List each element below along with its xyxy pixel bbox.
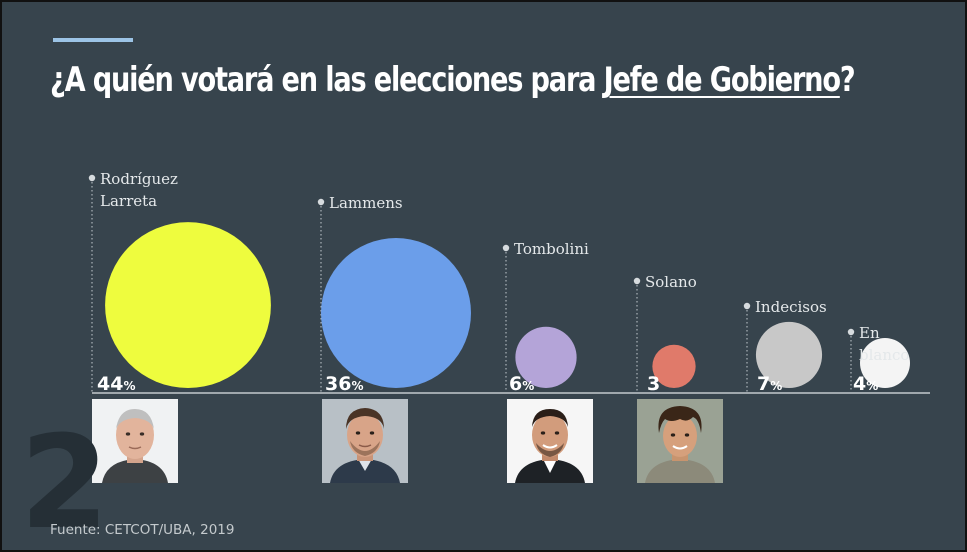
bubble-rodrguez-larreta [105, 222, 271, 388]
page-number: 2 [20, 409, 109, 550]
category-label-solano: Solano [645, 273, 697, 291]
accent-bar [53, 38, 133, 42]
title-highlight: Jefe de Gobierno [603, 60, 841, 100]
bubble-tombolini [515, 326, 577, 388]
marker-dot-en-blanco [847, 328, 855, 336]
bubble-en-blanco [860, 338, 910, 388]
category-label-indecisos: Indecisos [755, 298, 827, 316]
value-label-lammens: 36% [325, 373, 363, 395]
value-label-indecisos: 7% [757, 373, 782, 395]
marker-dot-rodrguez-larreta [88, 174, 96, 182]
bubble-lammens [321, 238, 471, 388]
source-note: Fuente: CETCOT/UBA, 2019 [50, 522, 235, 538]
marker-dot-tombolini [502, 244, 510, 252]
photo-solano [637, 399, 723, 483]
photo-rodriguez-larreta [92, 399, 178, 483]
value-label-solano: 3 [647, 373, 660, 395]
category-label-rodrguez-larreta: Larreta [100, 192, 157, 210]
category-label-rodrguez-larreta: Rodríguez [100, 170, 178, 188]
value-label-rodrguez-larreta: 44% [97, 373, 135, 395]
marker-dot-indecisos [743, 302, 751, 310]
photo-tombolini [507, 399, 593, 483]
slide-title: ¿A quién votará en las elecciones para J… [50, 60, 856, 100]
category-label-en-blanco: En [859, 324, 880, 342]
value-label-en-blanco: 4% [853, 373, 878, 395]
category-label-lammens: Lammens [329, 194, 403, 212]
bubble-solano [652, 344, 696, 388]
title-prefix: ¿A quién votará en las elecciones para [50, 60, 604, 100]
marker-dot-solano [633, 277, 641, 285]
category-label-en-blanco: blanco [859, 346, 909, 364]
bubble-indecisos [755, 321, 823, 388]
title-suffix: ? [839, 60, 856, 100]
category-label-tombolini: Tombolini [514, 240, 589, 258]
value-label-tombolini: 6% [509, 373, 534, 395]
photo-lammens [322, 399, 408, 483]
marker-dot-lammens [317, 198, 325, 206]
